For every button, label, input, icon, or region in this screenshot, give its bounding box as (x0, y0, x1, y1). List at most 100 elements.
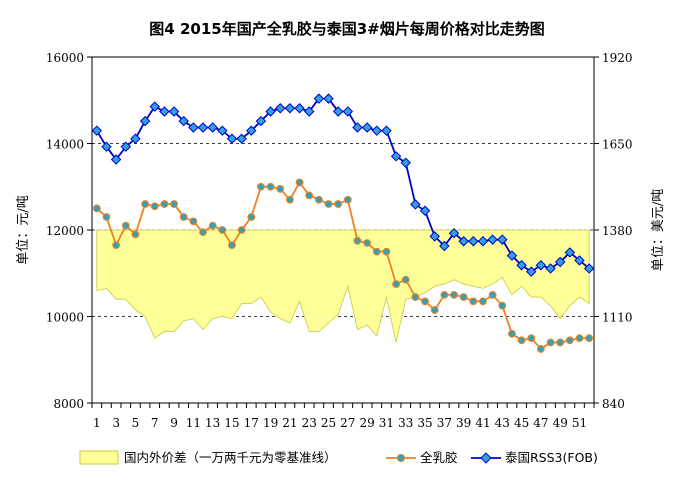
latex-point (585, 334, 594, 343)
latex-point (498, 301, 507, 310)
latex-point (112, 241, 121, 250)
rss3-point (429, 231, 440, 242)
latex-point (170, 200, 178, 208)
latex-point (479, 297, 487, 306)
latex-point (363, 239, 372, 247)
rss3-point (275, 103, 286, 114)
latex-point (392, 280, 400, 288)
rss3-point (564, 247, 576, 258)
rss3-point (545, 263, 556, 274)
rss3-point (110, 154, 122, 165)
rss3-point (332, 106, 344, 117)
latex-point (141, 200, 149, 208)
x-tick-label: 49 (553, 416, 568, 430)
x-tick-label: 45 (514, 416, 529, 430)
rss3-point (303, 106, 315, 117)
latex-point (382, 247, 391, 256)
x-tick-label: 39 (456, 416, 471, 430)
x-tick-label: 13 (205, 416, 220, 430)
y-right-tick-label: 1650 (602, 138, 633, 152)
x-tick-label: 51 (572, 416, 587, 430)
y-left-tick-label: 16000 (46, 51, 84, 65)
latex-point (517, 336, 526, 345)
rss3-point (458, 235, 469, 247)
latex-point (305, 191, 314, 200)
x-tick-label: 27 (340, 416, 355, 430)
rss3-point (361, 122, 373, 133)
rss3-series (91, 93, 595, 277)
rss3-point (284, 103, 296, 114)
x-tick-label: 9 (170, 416, 178, 430)
latex-series (92, 178, 594, 353)
legend-marker-latex (396, 453, 406, 463)
rss3-point (246, 125, 257, 136)
rss3-point (410, 199, 421, 210)
rss3-point (535, 260, 547, 271)
rss3-point (149, 101, 160, 112)
legend-label-spread: 国内外价差（一万两千元为零基准线） (124, 450, 337, 465)
latex-line (96, 180, 590, 351)
latex-point (314, 195, 323, 204)
legend-label-rss3: 泰国RSS3(FOB) (505, 450, 598, 465)
legend-marker-rss3 (480, 452, 492, 464)
rss3-point (197, 122, 209, 133)
latex-point (295, 178, 304, 187)
axes: 8000 840 10000 1110 12000 1380 14000 1650 16000 1… (46, 51, 633, 430)
latex-point (556, 338, 565, 347)
chart-title: 图4 2015年国产全乳胶与泰国3#烟片每周价格对比走势图 (149, 20, 544, 38)
y-left-tick-label: 14000 (46, 138, 84, 152)
rss3-point (526, 266, 537, 277)
latex-point (160, 200, 169, 208)
rss3-point (487, 234, 498, 245)
x-tick-label: 5 (132, 416, 140, 430)
rss3-point (236, 133, 247, 144)
rss3-point (448, 227, 460, 239)
latex-point (121, 221, 130, 230)
latex-point (179, 213, 188, 221)
y-right-tick-label: 840 (602, 397, 625, 411)
latex-point (459, 293, 468, 301)
rss3-point (497, 234, 508, 245)
y-axis-right-label: 单位：美元/吨 (651, 189, 666, 271)
latex-point (546, 338, 555, 347)
x-tick-label: 17 (244, 416, 259, 430)
rss3-point (188, 122, 199, 133)
rss3-point (265, 106, 276, 117)
x-tick-label: 47 (533, 416, 548, 430)
latex-point (266, 182, 275, 191)
x-tick-label: 23 (302, 416, 317, 430)
x-tick-label: 1 (93, 416, 101, 430)
latex-point (469, 297, 478, 306)
rss3-point (168, 106, 180, 117)
x-tick-label: 19 (263, 416, 278, 430)
latex-point (488, 290, 497, 299)
latex-point (247, 213, 256, 221)
x-tick-label: 37 (437, 416, 452, 430)
rss3-point (159, 106, 170, 117)
rss3-point (516, 260, 527, 271)
x-tick-label: 29 (359, 416, 374, 430)
rss3-point (390, 151, 402, 162)
x-tick-label: 15 (224, 416, 239, 430)
latex-point (257, 182, 265, 191)
rss3-point (554, 256, 566, 268)
latex-point (537, 345, 545, 353)
latex-point (199, 228, 207, 237)
rss3-point (313, 93, 325, 104)
latex-point (150, 202, 159, 211)
latex-point (276, 185, 285, 193)
latex-point (237, 226, 246, 234)
latex-point (430, 306, 439, 314)
rss3-point (120, 141, 132, 152)
rss3-point (178, 115, 189, 127)
latex-point (353, 236, 362, 245)
rss3-point (323, 93, 334, 104)
rss3-point (381, 125, 392, 136)
rss3-point (217, 125, 228, 136)
spread-area (96, 229, 590, 343)
legend-swatch-spread (79, 450, 119, 465)
rss3-point (342, 106, 354, 117)
rss3-point (91, 125, 103, 136)
latex-point (92, 204, 101, 213)
